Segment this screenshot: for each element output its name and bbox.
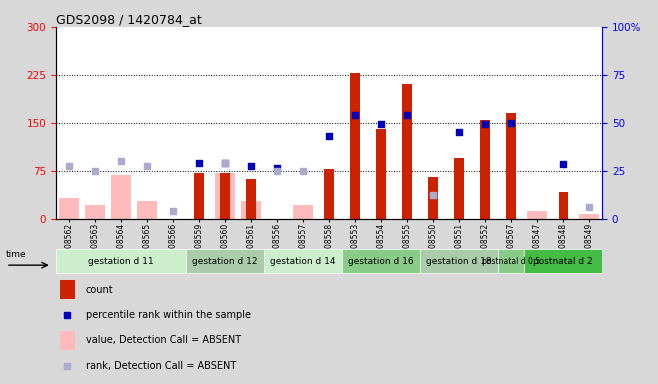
Point (454, 129, 465, 136)
Text: gestation d 12: gestation d 12 (192, 257, 258, 266)
Bar (342, 249, 420, 273)
Text: time: time (6, 250, 26, 259)
Point (193, 159, 204, 166)
Text: gestation d 18: gestation d 18 (426, 257, 492, 266)
Bar (507, 113, 516, 219)
Text: postnatal d 2: postnatal d 2 (533, 257, 593, 266)
Bar (524, 249, 602, 273)
Bar (186, 249, 264, 273)
Bar (264, 249, 342, 273)
Point (558, 161, 569, 167)
Bar (111, 175, 132, 219)
Bar (376, 129, 386, 219)
Bar (428, 177, 438, 219)
Bar (293, 205, 313, 219)
Bar (84, 205, 105, 219)
Point (428, 192, 438, 198)
Point (220, 159, 230, 166)
Bar (59, 199, 80, 219)
Point (272, 165, 282, 171)
Point (245, 163, 256, 169)
Bar (194, 173, 203, 219)
Bar (60, 331, 75, 349)
Bar (480, 120, 490, 219)
Bar (241, 201, 261, 219)
Text: GDS2098 / 1420784_at: GDS2098 / 1420784_at (56, 13, 202, 26)
Bar (351, 73, 359, 219)
Bar (526, 211, 547, 219)
Text: percentile rank within the sample: percentile rank within the sample (86, 310, 251, 320)
Bar (403, 84, 411, 219)
Bar (247, 179, 255, 219)
Point (168, 208, 178, 214)
Text: count: count (86, 285, 114, 295)
Bar (324, 169, 334, 219)
Point (297, 168, 308, 174)
Point (64, 163, 74, 169)
Bar (578, 214, 599, 219)
Point (376, 121, 386, 127)
Point (402, 112, 413, 118)
Bar (215, 173, 236, 219)
Text: gestation d 11: gestation d 11 (88, 257, 154, 266)
Point (584, 204, 594, 210)
Point (506, 120, 517, 126)
Bar (455, 158, 464, 219)
Bar (220, 173, 230, 219)
Point (141, 163, 152, 169)
Bar (420, 249, 498, 273)
Point (350, 112, 361, 118)
Point (89, 168, 100, 174)
Bar (137, 201, 157, 219)
Point (324, 132, 334, 139)
Text: value, Detection Call = ABSENT: value, Detection Call = ABSENT (86, 336, 241, 346)
Text: gestation d 14: gestation d 14 (270, 257, 336, 266)
Bar (60, 280, 75, 299)
Point (272, 168, 282, 174)
Point (116, 158, 126, 164)
Bar (56, 249, 186, 273)
Text: postnatal d 0.5: postnatal d 0.5 (482, 257, 540, 266)
Text: gestation d 16: gestation d 16 (348, 257, 414, 266)
Text: rank, Detection Call = ABSENT: rank, Detection Call = ABSENT (86, 361, 236, 371)
Bar (559, 192, 568, 219)
Bar (498, 249, 524, 273)
Point (480, 121, 490, 127)
Point (220, 159, 230, 166)
